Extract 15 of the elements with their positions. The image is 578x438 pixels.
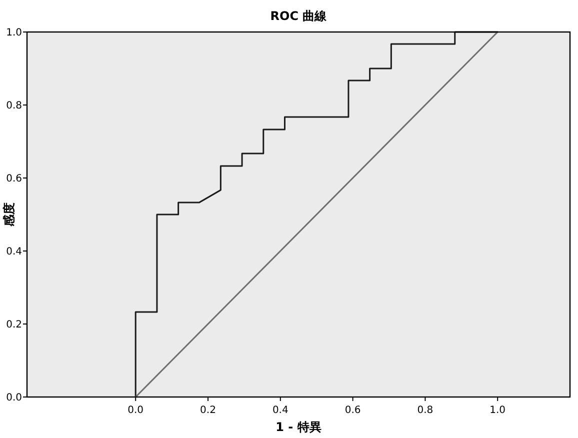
y-tick-label: 0.8 — [6, 100, 22, 112]
x-axis-title: 1 - 特異 — [276, 420, 322, 434]
chart-title: ROC 曲線 — [270, 9, 328, 23]
y-tick-label: 0.2 — [6, 320, 22, 330]
y-tick-label: 1.0 — [6, 28, 22, 38]
y-tick-label: 0.6 — [6, 174, 22, 184]
y-tick-label: 0.0 — [6, 392, 22, 404]
y-axis-title: 感度 — [2, 202, 16, 228]
x-tick-label: 0.0 — [128, 405, 144, 416]
x-tick-label: 1.0 — [490, 405, 506, 416]
x-tick-label: 0.8 — [417, 405, 434, 416]
x-tick-label: 0.4 — [272, 405, 288, 416]
y-tick-label: 0.4 — [6, 246, 22, 258]
x-tick-label: 0.2 — [200, 405, 216, 416]
x-tick-label: 0.6 — [344, 405, 361, 416]
